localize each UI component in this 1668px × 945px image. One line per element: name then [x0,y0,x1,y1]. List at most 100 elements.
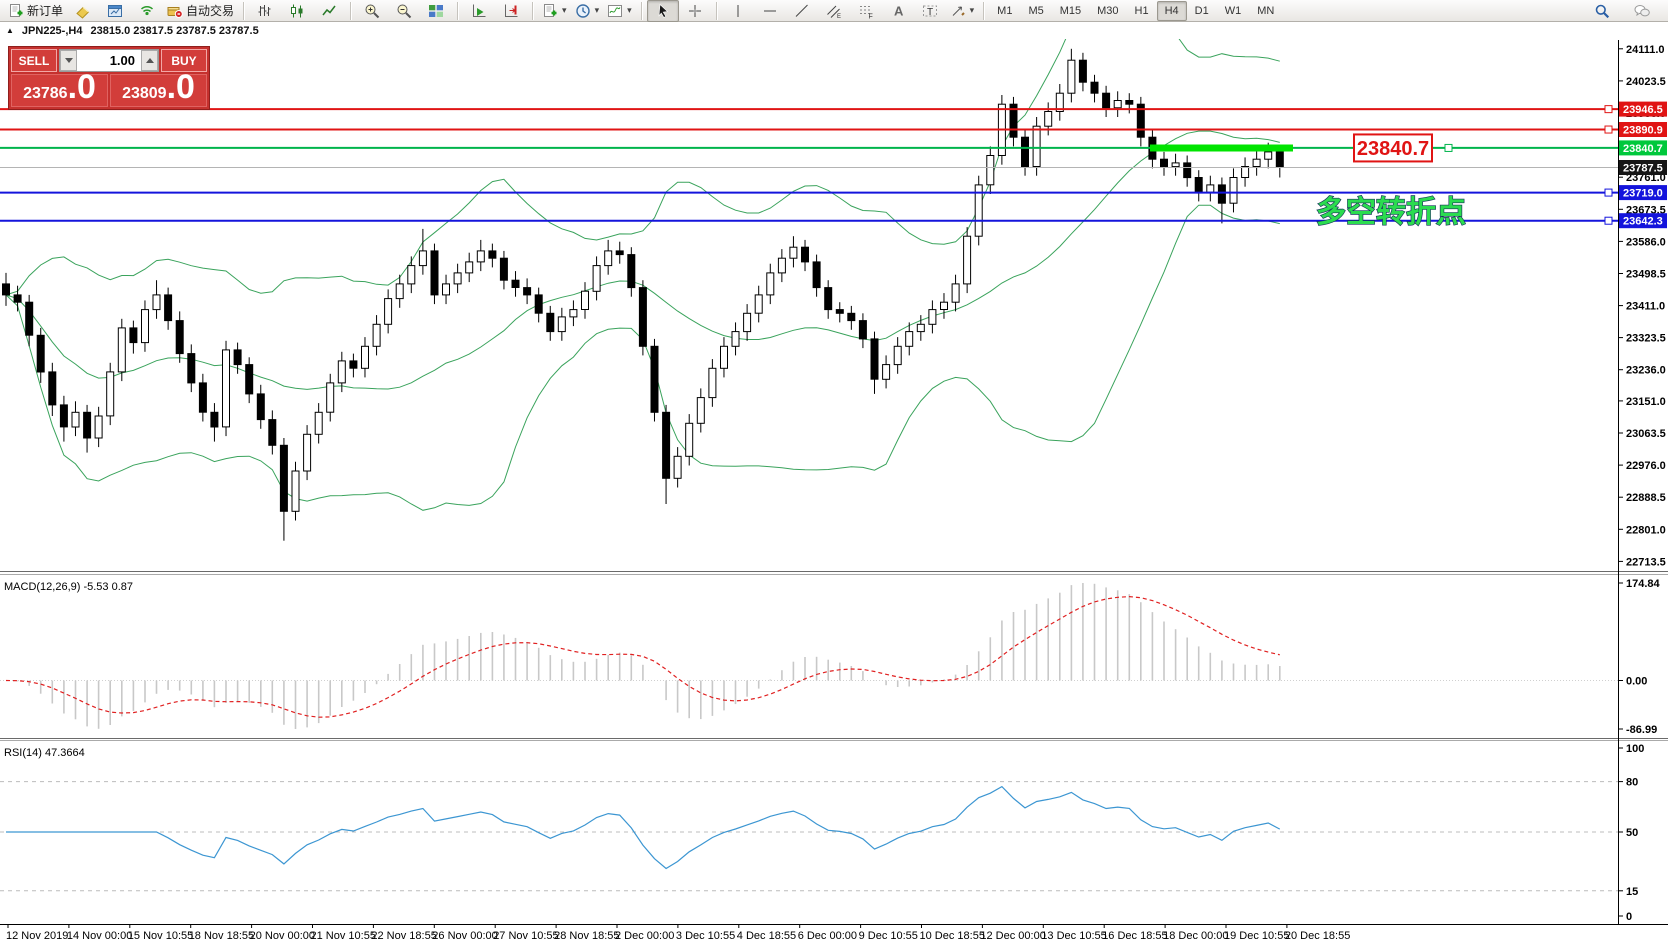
level-handle[interactable] [1604,216,1613,225]
bar-chart-button[interactable] [249,0,281,22]
macd-histogram [16,583,1281,729]
timeframe-m1-button[interactable]: M1 [997,4,1013,17]
chevron-down-icon[interactable]: ▾ [594,5,600,15]
sell-button[interactable]: SELL [11,49,57,72]
buy-button[interactable]: BUY [161,49,207,72]
svg-text:23411.0: 23411.0 [1626,301,1665,313]
arrows-button[interactable]: ▾ [946,0,979,22]
arrows-icon [952,6,965,16]
timeframe-mn-button[interactable]: MN [1257,4,1275,17]
zoom-out-button[interactable] [388,0,420,22]
timeframe-h4-button[interactable]: H4 [1156,0,1187,21]
level-handle[interactable] [1604,188,1613,197]
vline-icon [737,4,739,17]
svg-text:23787.5: 23787.5 [1623,163,1663,175]
volume-decrease-button[interactable] [60,50,77,71]
bar-chart-icon [258,4,271,16]
svg-text:12 Dec 00:00: 12 Dec 00:00 [980,930,1045,942]
pane-separators[interactable] [0,571,1668,925]
line-chart-button[interactable] [313,0,345,22]
svg-text:23840.7: 23840.7 [1623,143,1663,155]
zoom-in-button[interactable] [356,0,388,22]
charts-window-button[interactable] [99,0,131,22]
chevron-down-icon[interactable]: ▾ [627,5,632,15]
timeframe-m15-button[interactable]: M15 [1059,4,1082,17]
svg-text:80: 80 [1626,777,1638,789]
text-label-button[interactable]: T [914,0,946,22]
toolbar-separator [983,1,985,20]
autotrade-button[interactable]: 自动交易 [163,0,238,22]
trendline-button[interactable] [786,0,818,22]
level-handle[interactable] [1604,125,1613,134]
search-button[interactable] [1586,0,1618,22]
eraser-button[interactable] [67,0,99,22]
svg-text:9 Dec 10:55: 9 Dec 10:55 [859,930,918,942]
fibonacci-button[interactable]: F [850,0,882,22]
level-handle[interactable] [1604,105,1613,114]
new-chart-icon [544,3,557,17]
text-button[interactable]: A [882,0,914,22]
candlestick-chart-button[interactable] [281,0,313,22]
svg-text:22801.0: 22801.0 [1626,524,1666,536]
buy-price[interactable]: 23809.0 [110,70,207,107]
annotation-text[interactable]: 多空转折点 [1315,195,1466,229]
sell-price[interactable]: 23786.0 [11,70,108,107]
svg-text:23719.0: 23719.0 [1623,188,1663,200]
level-axis-label: 23642.3 [1619,213,1667,229]
svg-text:22888.5: 22888.5 [1626,492,1666,504]
svg-text:15: 15 [1626,886,1638,898]
chevron-down-icon[interactable]: ▾ [969,5,975,15]
price-callout[interactable]: 23840.7 [1353,133,1433,163]
signal-button[interactable] [131,0,163,22]
volume-increase-button[interactable] [141,50,158,71]
svg-text:28 Nov 18:55: 28 Nov 18:55 [554,930,619,942]
svg-text:23946.5: 23946.5 [1623,104,1663,116]
horizontal-line-button[interactable] [754,0,786,22]
timeframe-w1-button[interactable]: W1 [1224,4,1242,17]
chat-button[interactable] [1626,0,1658,22]
period-icon [575,3,590,18]
svg-text:23323.5: 23323.5 [1626,333,1666,345]
crosshair-button[interactable] [679,0,711,22]
volume-input[interactable] [77,50,141,71]
timeframe-h1-button[interactable]: H1 [1134,4,1149,17]
indicators-button[interactable]: ▾ [603,0,636,22]
new-chart-button[interactable]: ▾ [538,0,571,22]
rsi-axis-label: 50 [1618,827,1638,839]
chevron-down-icon[interactable]: ▾ [562,5,567,15]
vertical-line-button[interactable] [722,0,754,22]
level-axis-label: 23719.0 [1619,185,1667,201]
timeframe-m30-button[interactable]: M30 [1097,4,1119,17]
new-order-button[interactable]: 新订单 [4,0,67,22]
timeframe-d1-button[interactable]: D1 [1194,4,1209,17]
equidistant-channel-button[interactable]: E [818,0,850,22]
chart-shift-button[interactable] [495,0,527,22]
svg-text:19 Dec 10:55: 19 Dec 10:55 [1224,930,1289,942]
svg-text:23151.0: 23151.0 [1626,396,1666,408]
zoom-in-icon [365,4,380,18]
cursor-button[interactable] [646,0,679,22]
svg-text:20 Dec 18:55: 20 Dec 18:55 [1285,930,1350,942]
rsi-axis-label: 80 [1618,777,1638,789]
chevron-up-icon [145,58,154,63]
periods-button[interactable]: ▾ [571,0,604,22]
hline-icon [763,10,776,11]
new-order-icon [10,3,23,17]
auto-scroll-button[interactable] [463,0,495,22]
svg-text:A: A [894,3,904,18]
cursor-icon [658,3,668,18]
timeframe-m5-button[interactable]: M5 [1028,4,1044,17]
svg-text:100: 100 [1626,743,1644,755]
auto-scroll-icon [473,4,486,17]
tile-windows-button[interactable] [420,0,452,22]
sell-price-big: 23786 [23,85,68,102]
candlestick-series [2,48,1284,541]
svg-text:13 Dec 10:55: 13 Dec 10:55 [1041,930,1106,942]
rsi-axis-label: 15 [1618,886,1638,898]
indicators-icon [608,4,623,17]
trend-handle[interactable] [1444,143,1453,152]
buy-price-big: 23809 [122,85,167,102]
svg-text:14 Nov 00:00: 14 Nov 00:00 [67,930,132,942]
collapse-chart-icon[interactable]: ▲ [6,26,14,35]
